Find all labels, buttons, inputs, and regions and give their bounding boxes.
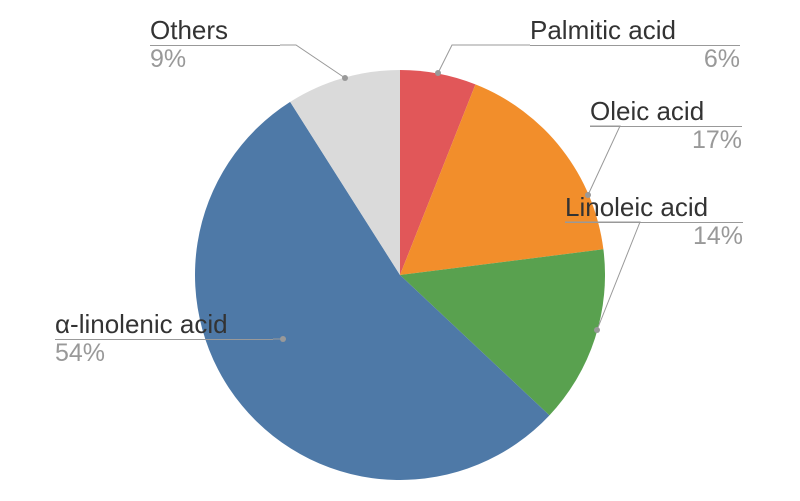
slice-label-name: Palmitic acid [530,16,676,45]
label-underline [150,45,280,46]
slice-label-name: α-linolenic acid [55,310,228,339]
slice-label-pct: 17% [692,127,742,155]
label-underline [530,45,740,46]
slice-label-name: Linoleic acid [565,193,708,222]
label-underline [590,126,742,127]
pie-chart [195,70,605,480]
slice-label-pct: 6% [704,46,740,74]
slice-label-name: Others [150,16,228,45]
label-underline [565,222,743,223]
slice-label-name: Oleic acid [590,97,704,126]
slice-label-pct: 9% [150,46,186,74]
slice-label-pct: 54% [55,340,105,368]
label-underline [55,339,273,340]
leader-line [438,45,530,73]
slice-label-pct: 14% [693,223,743,251]
